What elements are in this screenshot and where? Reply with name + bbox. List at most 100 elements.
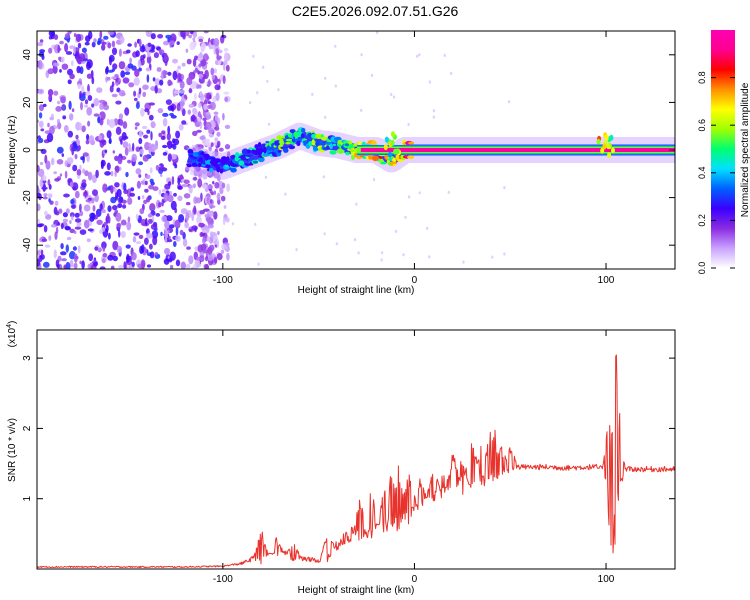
noise-blob <box>166 141 173 146</box>
trace-blob <box>289 129 296 134</box>
trace-blob <box>257 156 265 163</box>
noise-blob <box>503 186 506 190</box>
noise-blob <box>192 107 197 115</box>
noise-blob <box>54 177 60 182</box>
noise-blob <box>37 192 41 198</box>
noise-blob <box>355 202 358 206</box>
noise-blob <box>74 218 82 223</box>
noise-blob <box>147 50 151 58</box>
noise-blob <box>59 173 63 177</box>
noise-blob <box>202 138 209 146</box>
noise-blob <box>192 31 198 38</box>
noise-blob <box>175 226 179 236</box>
noise-blob <box>81 260 85 269</box>
y-tick-label: 20 <box>22 96 33 108</box>
noise-blob <box>88 135 95 144</box>
noise-blob <box>491 255 494 259</box>
trace-blob <box>600 147 605 154</box>
noise-blob <box>163 258 170 265</box>
noise-blob <box>182 232 186 240</box>
trace-blob <box>320 136 329 141</box>
noise-blob <box>507 100 511 104</box>
noise-blob <box>135 241 142 245</box>
noise-blob <box>138 130 143 138</box>
noise-blob <box>78 53 86 62</box>
noise-blob <box>131 261 135 267</box>
noise-blob <box>322 175 325 179</box>
noise-blob <box>311 92 314 96</box>
noise-blob <box>167 181 172 187</box>
noise-blob <box>92 205 96 212</box>
noise-blob <box>110 196 117 204</box>
trace-blob <box>245 154 252 157</box>
noise-blob <box>112 188 118 193</box>
trace-blob <box>606 143 611 150</box>
noise-blob <box>357 251 360 255</box>
noise-blob <box>323 232 326 236</box>
noise-blob <box>139 45 146 53</box>
noise-blob <box>112 63 118 70</box>
noise-blob <box>55 106 62 112</box>
noise-blob <box>199 73 203 80</box>
noise-blob <box>186 77 193 86</box>
noise-blob <box>92 189 98 197</box>
noise-blob <box>45 160 51 170</box>
colorbar-tick-label: 0.2 <box>697 214 707 227</box>
noise-blob <box>83 204 91 212</box>
noise-blob <box>149 167 153 174</box>
noise-blob <box>47 193 53 199</box>
noise-blob <box>133 77 140 86</box>
noise-blob <box>93 261 98 267</box>
noise-blob <box>60 251 67 256</box>
snr-line <box>37 354 675 569</box>
noise-blob <box>183 179 190 185</box>
noise-blob <box>165 99 172 105</box>
noise-blob <box>205 256 209 262</box>
noise-blob <box>47 122 50 128</box>
noise-blob <box>158 49 165 55</box>
noise-blob <box>120 231 126 238</box>
noise-blob <box>166 132 171 141</box>
noise-blob <box>222 75 226 84</box>
noise-blob <box>40 249 44 256</box>
noise-blob <box>95 208 102 217</box>
noise-blob <box>324 76 327 80</box>
noise-blob <box>142 84 149 90</box>
snr-ylabel: SNR (10 * v/v) <box>7 418 18 482</box>
noise-blob <box>206 104 213 109</box>
noise-blob <box>503 252 506 256</box>
noise-blob <box>144 180 148 186</box>
noise-blob <box>99 102 104 110</box>
noise-blob <box>49 125 55 135</box>
noise-blob <box>115 100 122 105</box>
noise-blob <box>120 219 127 226</box>
noise-blob <box>224 52 228 62</box>
noise-blob <box>117 156 123 165</box>
noise-blob <box>360 53 363 57</box>
noise-blob <box>191 213 195 222</box>
noise-blob <box>62 115 67 120</box>
noise-blob <box>142 91 147 97</box>
trace-blob <box>407 155 415 159</box>
noise-blob <box>226 183 231 192</box>
noise-blob <box>101 209 106 214</box>
noise-blob <box>73 253 78 263</box>
noise-blob <box>79 229 87 235</box>
noise-blob <box>226 252 230 261</box>
noise-blob <box>154 78 161 86</box>
noise-blob <box>96 40 101 46</box>
noise-blob <box>188 87 193 94</box>
noise-blob <box>137 59 142 68</box>
noise-blob <box>131 252 137 261</box>
noise-blob <box>72 164 78 172</box>
noise-blob <box>42 196 48 200</box>
noise-blob <box>66 157 74 165</box>
noise-blob <box>107 69 114 73</box>
trace-blob <box>371 140 377 146</box>
noise-blob <box>39 39 44 43</box>
trace-blob <box>609 134 614 141</box>
trace-blob <box>230 167 237 173</box>
noise-blob <box>126 49 131 54</box>
noise-blob <box>131 153 137 163</box>
noise-blob <box>197 117 202 123</box>
